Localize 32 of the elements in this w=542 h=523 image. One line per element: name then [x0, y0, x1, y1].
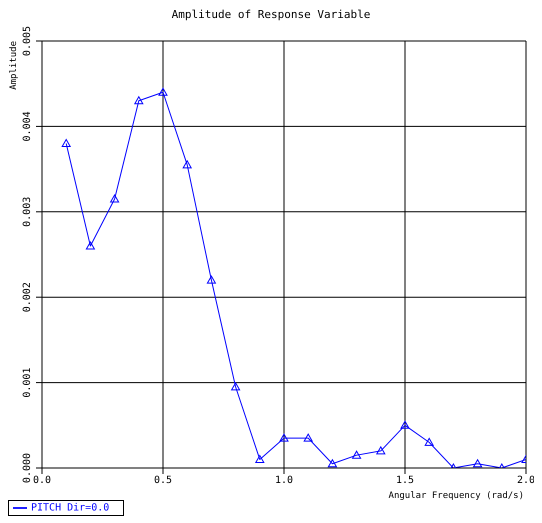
point	[231, 382, 240, 390]
point	[110, 194, 120, 202]
x-axis-title: Angular Frequency (rad/s)	[388, 491, 524, 501]
x-tick-label: 0.5	[154, 475, 172, 486]
x-tick-label: 1.5	[396, 475, 414, 486]
point	[328, 459, 337, 468]
y-tick-label: 0.000	[22, 452, 33, 484]
x-tick-label: 0.0	[32, 475, 52, 486]
point	[182, 160, 192, 168]
point	[206, 276, 216, 284]
x-tick-label: 2.0	[516, 475, 536, 486]
x-tick-label: 1.0	[274, 475, 294, 486]
point	[352, 450, 362, 459]
point	[134, 96, 144, 104]
point	[376, 446, 386, 454]
y-axis-title: Amplitude	[9, 41, 19, 90]
point	[400, 420, 410, 429]
legend-label: PITCH Dir=0.0	[31, 502, 110, 514]
y-tick-label: 0.005	[22, 26, 33, 56]
point	[304, 434, 313, 442]
point	[158, 88, 168, 96]
y-tick-label: 0.002	[22, 282, 33, 312]
point	[255, 454, 264, 463]
point	[62, 138, 71, 147]
point	[86, 241, 95, 250]
chart-title: Amplitude of Response Variable	[170, 8, 372, 23]
point	[424, 438, 434, 446]
point	[280, 434, 288, 442]
y-tick-label: 0.001	[22, 368, 33, 398]
point	[473, 459, 482, 468]
y-tick-label: 0.003	[22, 196, 33, 227]
y-tick-label: 0.004	[22, 111, 33, 142]
